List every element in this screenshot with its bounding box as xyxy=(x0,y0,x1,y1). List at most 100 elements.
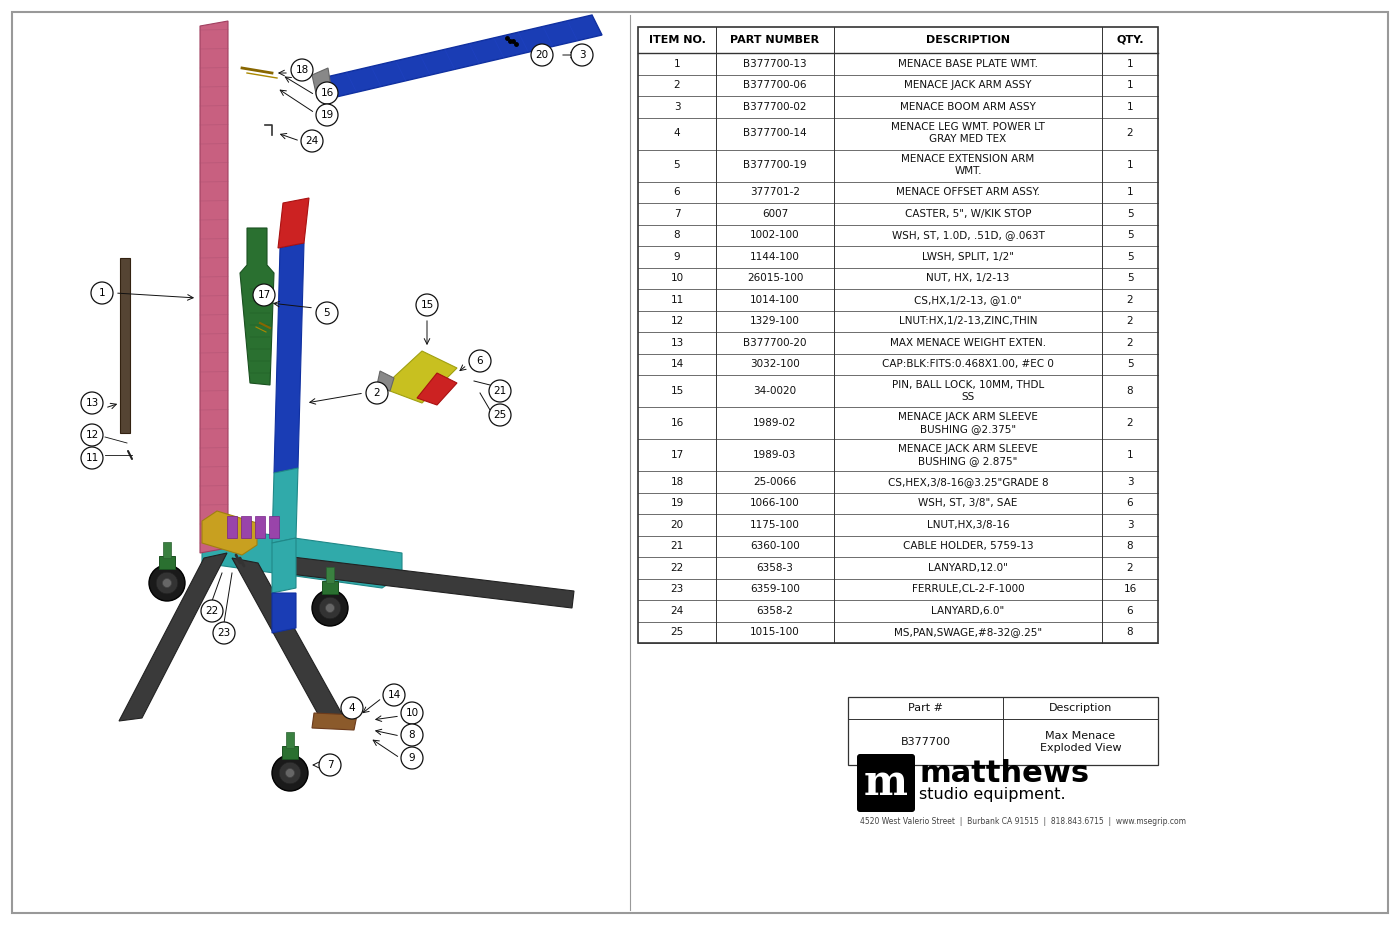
Text: 25-0066: 25-0066 xyxy=(753,476,797,487)
Text: 19: 19 xyxy=(671,499,683,508)
Text: Description: Description xyxy=(1049,703,1112,713)
Circle shape xyxy=(400,702,423,724)
Text: 23: 23 xyxy=(671,585,683,594)
Circle shape xyxy=(301,130,323,152)
Text: 34-0020: 34-0020 xyxy=(753,386,797,396)
Text: 21: 21 xyxy=(493,386,507,396)
Bar xyxy=(269,516,279,538)
Text: Max Menace
Exploded View: Max Menace Exploded View xyxy=(1040,731,1121,753)
Circle shape xyxy=(148,565,185,601)
Text: 5: 5 xyxy=(1127,252,1134,262)
Circle shape xyxy=(469,350,491,372)
Text: CS,HEX,3/8-16@3.25"GRADE 8: CS,HEX,3/8-16@3.25"GRADE 8 xyxy=(888,476,1049,487)
Text: 6: 6 xyxy=(476,356,483,366)
Circle shape xyxy=(157,573,178,594)
Text: 2: 2 xyxy=(374,388,381,398)
Text: 3: 3 xyxy=(1127,520,1134,530)
Text: MENACE JACK ARM SLEEVE
BUSHING @2.375": MENACE JACK ARM SLEEVE BUSHING @2.375" xyxy=(897,412,1037,434)
Bar xyxy=(160,556,175,569)
Polygon shape xyxy=(312,713,357,730)
Text: studio equipment.: studio equipment. xyxy=(918,787,1065,802)
Text: 11: 11 xyxy=(671,295,683,304)
Text: 1989-03: 1989-03 xyxy=(753,450,797,460)
Text: 1: 1 xyxy=(673,59,680,68)
Text: PIN, BALL LOCK, 10MM, THDL
SS: PIN, BALL LOCK, 10MM, THDL SS xyxy=(892,380,1044,402)
Text: LWSH, SPLIT, 1/2": LWSH, SPLIT, 1/2" xyxy=(923,252,1014,262)
Text: 6: 6 xyxy=(673,187,680,197)
Text: 18: 18 xyxy=(671,476,683,487)
Polygon shape xyxy=(272,593,295,633)
Bar xyxy=(287,732,294,747)
Bar xyxy=(164,542,171,558)
Text: CS,HX,1/2-13, @1.0": CS,HX,1/2-13, @1.0" xyxy=(914,295,1022,304)
Text: 1015-100: 1015-100 xyxy=(750,627,799,637)
Bar xyxy=(281,746,298,758)
Text: 19: 19 xyxy=(321,110,333,120)
Circle shape xyxy=(91,282,113,304)
Circle shape xyxy=(213,622,235,644)
Text: 20: 20 xyxy=(671,520,683,530)
Circle shape xyxy=(316,104,337,126)
Text: 2: 2 xyxy=(1127,295,1134,304)
Text: MS,PAN,SWAGE,#8-32@.25": MS,PAN,SWAGE,#8-32@.25" xyxy=(895,627,1042,637)
Text: m: m xyxy=(864,762,909,804)
Text: LNUT:HX,1/2-13,ZINC,THIN: LNUT:HX,1/2-13,ZINC,THIN xyxy=(899,316,1037,327)
Text: 16: 16 xyxy=(671,418,683,428)
Polygon shape xyxy=(202,511,258,555)
Bar xyxy=(322,581,337,594)
Polygon shape xyxy=(200,21,228,553)
Circle shape xyxy=(202,600,223,622)
Text: 3: 3 xyxy=(673,102,680,112)
Text: 13: 13 xyxy=(85,398,98,408)
Text: 2: 2 xyxy=(1127,338,1134,348)
Text: 20: 20 xyxy=(535,50,549,60)
Bar xyxy=(638,27,1158,643)
Text: 9: 9 xyxy=(409,753,416,763)
Text: 2: 2 xyxy=(1127,418,1134,428)
Circle shape xyxy=(279,762,301,783)
Text: 5: 5 xyxy=(1127,209,1134,218)
Text: 1: 1 xyxy=(1127,161,1134,170)
Text: 1: 1 xyxy=(1127,102,1134,112)
Text: FERRULE,CL-2-F-1000: FERRULE,CL-2-F-1000 xyxy=(911,585,1025,594)
Text: 17: 17 xyxy=(258,290,270,300)
Text: 10: 10 xyxy=(406,708,419,718)
Text: MENACE JACK ARM SLEEVE
BUSHING @ 2.875": MENACE JACK ARM SLEEVE BUSHING @ 2.875" xyxy=(897,444,1037,466)
Text: 16: 16 xyxy=(321,88,333,98)
Text: 10: 10 xyxy=(671,273,683,283)
FancyBboxPatch shape xyxy=(857,754,916,812)
Text: 1: 1 xyxy=(98,288,105,298)
Text: 24: 24 xyxy=(305,136,319,146)
Text: 22: 22 xyxy=(206,606,218,616)
Text: 25: 25 xyxy=(671,627,683,637)
Text: CASTER, 5", W/KIK STOP: CASTER, 5", W/KIK STOP xyxy=(904,209,1032,218)
Text: 3032-100: 3032-100 xyxy=(750,359,799,369)
Text: 12: 12 xyxy=(671,316,683,327)
Circle shape xyxy=(81,447,104,469)
Circle shape xyxy=(384,684,405,706)
Text: 2: 2 xyxy=(673,80,680,91)
Polygon shape xyxy=(232,558,347,725)
Polygon shape xyxy=(119,553,227,721)
Text: B377700-20: B377700-20 xyxy=(743,338,806,348)
Polygon shape xyxy=(382,351,456,403)
Text: CAP:BLK:FITS:0.468X1.00, #EC 0: CAP:BLK:FITS:0.468X1.00, #EC 0 xyxy=(882,359,1054,369)
Text: B377700: B377700 xyxy=(900,737,951,747)
Circle shape xyxy=(365,382,388,404)
Text: 3: 3 xyxy=(1127,476,1134,487)
Text: B377700-14: B377700-14 xyxy=(743,129,806,139)
Text: 5: 5 xyxy=(1127,230,1134,240)
Text: matthews: matthews xyxy=(918,759,1089,788)
Text: Part #: Part # xyxy=(909,703,944,713)
Text: 23: 23 xyxy=(217,628,231,638)
Text: LNUT,HX,3/8-16: LNUT,HX,3/8-16 xyxy=(927,520,1009,530)
Text: 13: 13 xyxy=(671,338,683,348)
Text: 6359-100: 6359-100 xyxy=(750,585,799,594)
Circle shape xyxy=(81,424,104,446)
Text: MENACE JACK ARM ASSY: MENACE JACK ARM ASSY xyxy=(904,80,1032,91)
Polygon shape xyxy=(202,528,402,588)
Text: QTY.: QTY. xyxy=(1116,35,1144,45)
Text: 16: 16 xyxy=(1123,585,1137,594)
Text: 1014-100: 1014-100 xyxy=(750,295,799,304)
Text: 6: 6 xyxy=(1127,499,1134,508)
